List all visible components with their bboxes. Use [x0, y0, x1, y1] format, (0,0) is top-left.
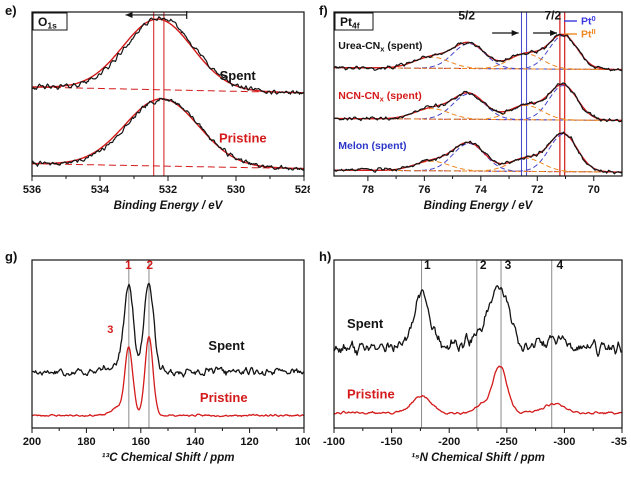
x-tick-label: 160: [132, 436, 150, 448]
x-tick-label: 180: [77, 436, 95, 448]
label-label-7-2: 7/2: [544, 8, 561, 22]
x-tick-label: 74: [475, 184, 488, 196]
series-pristine-data: [333, 365, 623, 415]
corner-label-box: [334, 12, 374, 31]
chart-o1s-xps: O1s 536 534 532 530 528 Binding Energy / eV Spe…: [23, 10, 310, 212]
x-tick-label: 532: [159, 184, 177, 196]
panel-h-15n-nmr: h) -100 -150 -200 -250 -300 -350 ¹⁵N Chemical …: [318, 248, 627, 484]
x-axis-label: ¹⁵N Chemical Shift / ppm: [411, 452, 545, 464]
legend-label: Pt0: [581, 14, 596, 28]
series-pristine-data: [31, 335, 305, 418]
x-axis-label: Binding Energy / eV: [424, 200, 534, 212]
panel-tag-f: f): [319, 3, 328, 18]
series-melon-data: [333, 131, 623, 175]
x-tick-label: 534: [91, 184, 110, 196]
panel-tag-e: e): [5, 3, 17, 18]
x-tick-label: -250: [496, 436, 518, 448]
x-tick-label: 200: [23, 436, 41, 448]
panel-tag-h: h): [319, 249, 332, 264]
x-tick-label: 72: [531, 184, 543, 196]
x-tick-label: 76: [418, 184, 430, 196]
panel-e-o1s-xps: e) O1s 536 534 532 530 528 Binding Energy / eV…: [4, 2, 310, 234]
panel-f-pt4f-xps: f) Pt4f 78 76 74 72 70 Binding Energy / eV Urea…: [318, 2, 627, 234]
plot-frame: [31, 259, 305, 429]
plot-frame: [333, 11, 623, 177]
x-tick-label: 78: [362, 184, 374, 196]
panel-tag-g: g): [5, 249, 18, 264]
x-axis-label: Binding Energy / eV: [114, 200, 224, 212]
arrow-head: [125, 11, 133, 18]
label-peak-2: 2: [146, 258, 153, 272]
series-spent-baseline: [32, 86, 304, 94]
label-peak-1: 1: [125, 258, 132, 272]
x-tick-label: 528: [295, 184, 310, 196]
corner-label: O1s: [38, 15, 57, 31]
series-urea-data: [333, 33, 623, 72]
series-spent-data: [31, 282, 305, 378]
label-peak-2: 2: [480, 258, 487, 272]
label-peak-1: 1: [424, 258, 431, 272]
x-tick-label: -300: [553, 436, 575, 448]
series-ncn-data: [333, 82, 623, 123]
chart-13c-nmr: 200 180 160 140 120 100 ¹³C Chemical Shift / p…: [23, 258, 310, 464]
label-ncn-label: NCN-CNx (spent): [338, 90, 422, 104]
label-pristine: Pristine: [347, 387, 395, 402]
x-tick-label: -100: [323, 436, 345, 448]
series-pristine-baseline: [32, 163, 304, 170]
label-pristine: Pristine: [219, 130, 267, 145]
label-spent: Spent: [220, 68, 257, 83]
label-urea-label: Urea-CNx (spent): [338, 40, 422, 54]
legend-label: PtII: [581, 27, 596, 41]
x-tick-label: 536: [23, 184, 41, 196]
label-peak-3: 3: [107, 324, 113, 336]
x-axis-label: ¹³C Chemical Shift / ppm: [102, 452, 235, 464]
chart-pt4f-xps: Pt4f 78 76 74 72 70 Binding Energy / eV Urea-CN…: [333, 8, 623, 212]
label-spent: Spent: [208, 338, 245, 353]
x-tick-label: 70: [588, 184, 600, 196]
label-melon-label: Melon (spent): [338, 140, 406, 152]
x-tick-label: 120: [240, 436, 258, 448]
label-peak-4: 4: [556, 258, 563, 272]
corner-label-box: [32, 12, 68, 31]
x-tick-label: 140: [186, 436, 204, 448]
plot-frame: [333, 259, 623, 429]
panel-g-13c-nmr: g) 200 180 160 140 120 100 ¹³C Chemical Shift …: [4, 248, 310, 484]
arrow-head: [550, 29, 558, 36]
x-tick-label: -350: [611, 436, 627, 448]
x-tick-label: -200: [438, 436, 460, 448]
x-tick-label: 530: [227, 184, 245, 196]
label-spent: Spent: [347, 316, 384, 331]
label-peak-3: 3: [505, 258, 512, 272]
chart-15n-nmr: -100 -150 -200 -250 -300 -350 ¹⁵N Chemical Shi…: [323, 258, 627, 464]
label-label-5-2: 5/2: [458, 8, 475, 22]
arrow-head: [511, 29, 519, 36]
label-pristine: Pristine: [200, 390, 248, 405]
corner-label: Pt4f: [340, 15, 360, 31]
x-tick-label: 100: [295, 436, 310, 448]
series-spent-data: [333, 285, 623, 357]
series-spent-fit: [32, 18, 305, 94]
x-tick-label: -150: [381, 436, 403, 448]
plot-frame: [31, 11, 305, 177]
series-spent-data: [31, 16, 305, 95]
series-pristine-data: [31, 97, 305, 171]
